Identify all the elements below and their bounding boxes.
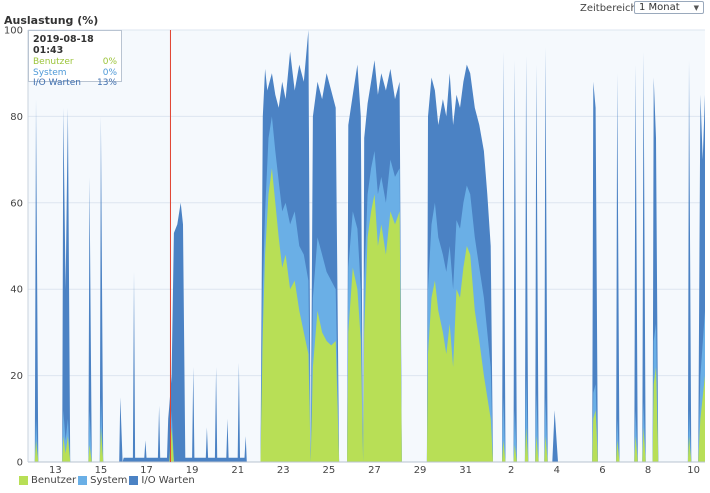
legend-label: I/O Warten bbox=[141, 475, 195, 486]
tooltip-label: I/O Warten bbox=[33, 78, 81, 88]
chart-legend: Benutzer System I/O Warten bbox=[19, 475, 197, 486]
x-tick-label: 8 bbox=[645, 465, 651, 476]
tooltip-label: Benutzer bbox=[33, 57, 74, 67]
legend-swatch bbox=[78, 476, 88, 485]
legend-label: System bbox=[90, 475, 128, 486]
area-benutzer bbox=[28, 168, 705, 462]
chevron-down-icon: ▼ bbox=[693, 4, 699, 12]
x-tick-label: 25 bbox=[323, 465, 336, 476]
x-tick-label: 21 bbox=[231, 465, 244, 476]
x-tick-label: 29 bbox=[414, 465, 427, 476]
tooltip-value: 13% bbox=[96, 78, 117, 88]
x-tick-label: 27 bbox=[368, 465, 381, 476]
tooltip-value: 0% bbox=[102, 67, 117, 78]
legend-swatch bbox=[19, 476, 28, 485]
tooltip-value: 0% bbox=[102, 57, 117, 67]
x-tick-label: 13 bbox=[49, 465, 62, 476]
x-tick-label: 6 bbox=[599, 465, 605, 476]
x-tick-label: 31 bbox=[459, 465, 472, 476]
x-tick-label: 19 bbox=[186, 465, 199, 476]
x-tick-label: 17 bbox=[140, 465, 153, 476]
chart-title: Auslastung (%) bbox=[4, 14, 99, 27]
tooltip-date: 2019-08-18 01:43 bbox=[33, 34, 94, 56]
y-tick-label: 0 bbox=[17, 458, 23, 469]
x-tick-label: 15 bbox=[95, 465, 108, 476]
y-tick-label: 40 bbox=[10, 285, 23, 296]
legend-item-io[interactable]: I/O Warten bbox=[129, 475, 195, 486]
x-tick-label: 2 bbox=[508, 465, 514, 476]
time-range-select[interactable]: 1 Monat ▼ bbox=[634, 1, 704, 14]
x-tick-label: 10 bbox=[687, 465, 700, 476]
tooltip-label: System bbox=[33, 67, 67, 78]
y-tick-label: 60 bbox=[10, 198, 23, 209]
tooltip-row-system: System 0% bbox=[33, 68, 117, 79]
y-tick-label: 20 bbox=[10, 371, 23, 382]
time-range-label: Zeitbereich: bbox=[580, 3, 641, 14]
legend-swatch bbox=[129, 476, 139, 485]
x-tick-label: 23 bbox=[277, 465, 290, 476]
x-tick-label: 4 bbox=[554, 465, 560, 476]
hover-tooltip: 2019-08-18 01:43 Benutzer 0% System 0% I… bbox=[28, 30, 122, 88]
y-tick-label: 80 bbox=[10, 112, 23, 123]
legend-item-benutzer[interactable]: Benutzer bbox=[19, 475, 76, 486]
time-range-value: 1 Monat bbox=[639, 2, 680, 13]
legend-label: Benutzer bbox=[31, 475, 77, 486]
tooltip-row-benutzer: Benutzer 0% bbox=[33, 57, 117, 68]
tooltip-row-io: I/O Warten 13% bbox=[33, 78, 117, 89]
y-tick-label: 100 bbox=[4, 26, 23, 37]
legend-item-system[interactable]: System bbox=[78, 475, 127, 486]
